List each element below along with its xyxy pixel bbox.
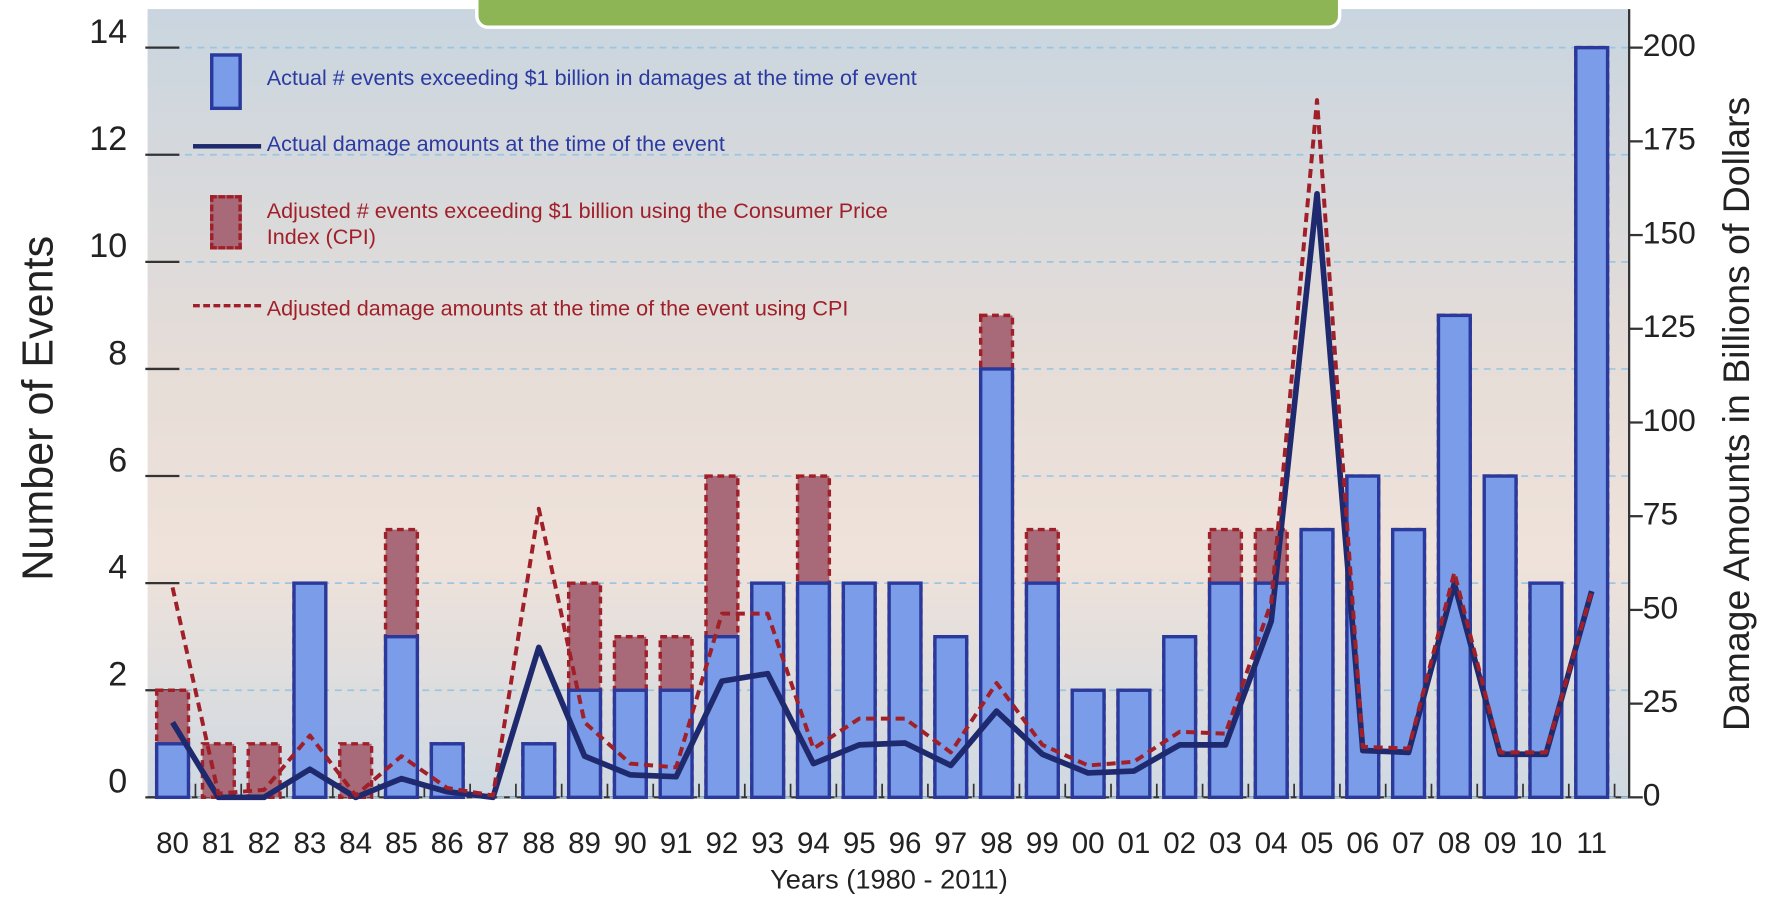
bar [1528,581,1564,800]
x-tick-label: 98 [980,827,1013,860]
x-tick-label: 00 [1072,827,1105,860]
bar [612,688,648,800]
bar [933,634,969,800]
x-tick-label: 02 [1163,827,1196,860]
y-tick-label: 10 [89,227,127,265]
y2-tick-label: 175 [1643,121,1696,157]
x-tick-label: 96 [889,827,922,860]
bar [1162,634,1198,800]
y-tick-label: 8 [108,334,127,372]
x-axis-title: Years (1980 - 2011) [770,863,1008,894]
y-tick-label: 14 [89,13,127,51]
x-tick-label: 90 [614,827,647,860]
legend-swatch [210,53,242,111]
bar [704,634,740,800]
y2-tick-label: 125 [1643,308,1696,344]
x-tick-label: 93 [751,827,784,860]
y-tick-label: 2 [108,656,127,694]
y-tick-label: 4 [108,549,127,587]
legend-label: Actual damage amounts at the time of the… [266,132,725,157]
x-tick-label: 01 [1117,827,1150,860]
y-axis-title: Number of Events [14,236,62,581]
bar [841,581,877,800]
bar [292,581,328,800]
x-tick-label: 81 [202,827,235,860]
banner [475,0,1342,29]
bar [383,634,420,800]
y2-axis-title: Damage Amounts in Billions of Dollars [1715,97,1757,731]
bar [658,688,694,800]
bar [1253,581,1289,800]
legend-label: Actual # events exceeding $1 billion in … [266,66,917,91]
y2-tick-label: 150 [1643,214,1696,250]
x-tick-label: 97 [934,827,967,860]
bar [1390,527,1427,800]
legend-label: Adjusted damage amounts at the time of t… [266,297,849,321]
x-tick-label: 08 [1438,827,1471,860]
x-tick-label: 84 [339,827,372,860]
y2-tick-label: 25 [1643,683,1678,719]
x-tick-label: 04 [1255,827,1288,860]
bar [154,742,191,800]
y2-tick-label: 75 [1643,496,1678,532]
x-tick-label: 82 [248,827,281,860]
x-tick-label: 03 [1209,827,1242,860]
y-tick-label: 12 [89,120,127,158]
legend-swatch [193,303,262,308]
y2-tick-label: 50 [1643,589,1678,625]
x-tick-label: 80 [156,827,189,860]
y2-tick-label: 0 [1643,777,1661,813]
x-tick-label: 92 [705,827,738,860]
line [170,98,1594,798]
bar [566,688,603,800]
bar [1574,45,1610,800]
legend-swatch [210,195,242,250]
y-tick-label: 0 [108,763,127,801]
x-tick-label: 94 [797,827,830,860]
bar [887,581,923,800]
bar [1024,581,1060,800]
x-tick-label: 86 [431,827,464,860]
x-tick-label: 05 [1301,827,1334,860]
bar [978,367,1015,800]
x-tick-label: 88 [522,827,555,860]
bar [1116,688,1152,800]
bar [1299,527,1335,800]
bar [1207,581,1244,800]
x-tick-label: 91 [660,827,693,860]
x-tick-label: 83 [293,827,326,860]
x-tick-label: 07 [1392,827,1425,860]
x-tick-label: 06 [1346,827,1379,860]
bar [521,742,557,800]
bar [1482,474,1518,800]
bar [1070,688,1106,800]
y2-tick-label: 100 [1643,402,1696,438]
x-tick-label: 11 [1576,827,1607,860]
y-tick-label: 6 [108,441,127,479]
x-tick-label: 10 [1529,827,1562,860]
x-tick-label: 09 [1484,827,1517,860]
x-tick-label: 85 [385,827,418,860]
legend-swatch [193,144,262,149]
x-tick-label: 95 [843,827,876,860]
bar [1436,313,1472,800]
x-tick-label: 99 [1026,827,1059,860]
y2-tick-label: 200 [1643,27,1696,63]
x-tick-label: 87 [477,827,510,860]
legend-label: Adjusted # events exceeding $1 billion u… [266,199,888,250]
x-tick-label: 89 [568,827,601,860]
